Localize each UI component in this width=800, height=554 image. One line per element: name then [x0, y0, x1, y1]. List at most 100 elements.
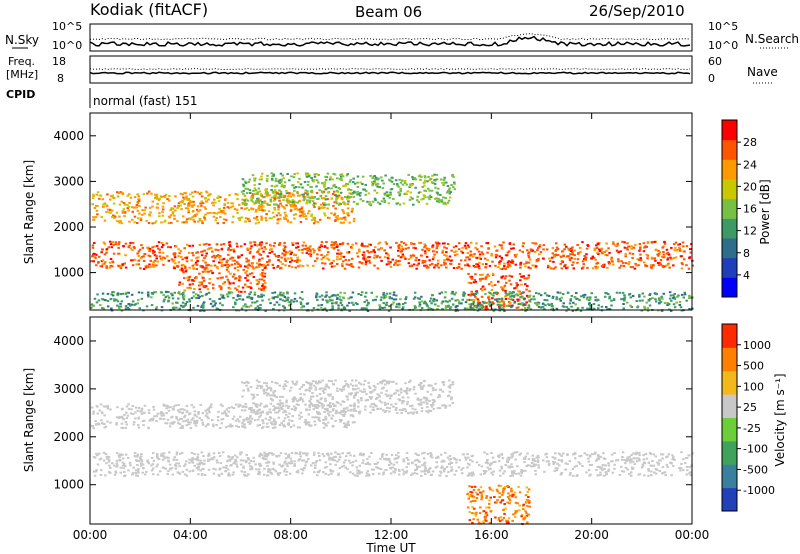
power-cell	[275, 214, 279, 217]
vel-cell	[254, 463, 257, 466]
vel-cell	[186, 410, 189, 413]
vel-cell	[202, 467, 205, 470]
power-cell	[597, 243, 600, 245]
power-cell	[398, 244, 401, 246]
vel-cell	[287, 455, 291, 458]
power-cell	[428, 263, 432, 266]
nsearch-label: N.Search	[745, 32, 799, 46]
power-cell	[166, 246, 170, 249]
power-cell	[139, 267, 142, 270]
power-cell	[251, 262, 254, 264]
power-cell	[537, 302, 540, 305]
power-cell	[125, 291, 128, 294]
vel-cell	[680, 451, 683, 454]
vel-cell	[510, 463, 513, 466]
power-cell	[243, 290, 247, 293]
power-cell	[636, 258, 639, 261]
vel-cell	[429, 452, 432, 455]
vel-cell	[468, 463, 471, 466]
power-cell	[402, 202, 406, 205]
power-cell	[345, 182, 348, 185]
power-cell	[178, 283, 181, 286]
power-cell	[224, 212, 227, 215]
power-cell	[99, 304, 102, 307]
power-cell	[116, 191, 119, 194]
power-cell	[279, 172, 283, 175]
power-cell	[530, 249, 533, 252]
power-cell	[290, 259, 294, 262]
power-cell	[356, 186, 360, 188]
vel-cell	[484, 461, 488, 464]
power-cell	[387, 254, 390, 257]
vel-cell	[174, 467, 178, 470]
power-cell	[298, 259, 301, 262]
vel-cell	[193, 464, 196, 467]
power-cell	[236, 193, 239, 196]
power-cell	[301, 305, 304, 308]
vel-cell	[596, 466, 600, 468]
power-cell	[222, 221, 225, 224]
power-cell	[94, 204, 98, 207]
vel-cell	[504, 464, 507, 466]
power-cell	[527, 256, 531, 259]
power-cell	[375, 191, 379, 194]
power-cell	[404, 247, 408, 250]
power-cell	[338, 243, 342, 246]
power-cell	[164, 296, 168, 298]
power-cell	[253, 241, 257, 244]
power-cell	[206, 248, 210, 251]
power-cell	[248, 252, 252, 255]
power-cell	[336, 298, 339, 300]
vel-cell	[158, 470, 162, 473]
vel-cell	[249, 414, 252, 417]
vel-cell	[220, 472, 224, 475]
vel-cell	[212, 456, 216, 459]
power-cell	[509, 283, 513, 286]
power-cell	[675, 301, 678, 304]
power-cell	[329, 262, 332, 265]
power-cell	[183, 304, 186, 307]
power-cell	[339, 173, 342, 176]
power-cell	[255, 279, 259, 282]
vel-cell	[333, 459, 336, 462]
power-cell	[362, 257, 365, 260]
power-cell	[674, 256, 678, 259]
power-cell	[321, 262, 324, 265]
vel-cell	[353, 454, 356, 457]
power-colorbar-label: Power [dB]	[758, 179, 772, 244]
vel-cell	[187, 413, 191, 416]
power-cell	[268, 204, 272, 206]
vel-cell	[351, 472, 355, 475]
power-cell	[291, 241, 294, 244]
vel-cell	[135, 474, 138, 477]
power-cell	[253, 291, 257, 294]
vel-cell	[471, 460, 474, 463]
power-cell	[260, 278, 264, 281]
power-cell	[226, 201, 230, 204]
power-cell	[346, 304, 349, 307]
vel-cell	[166, 405, 169, 408]
vel-cell	[192, 469, 195, 472]
power-cell	[662, 253, 665, 256]
power-cell	[454, 310, 457, 312]
power-cell	[511, 262, 515, 265]
power-cell	[170, 258, 174, 261]
power-cell	[296, 172, 299, 175]
vel-cell	[169, 422, 172, 425]
vel-cell	[519, 452, 522, 455]
power-cell	[256, 191, 260, 194]
power-cell	[533, 250, 537, 253]
power-cell	[453, 251, 456, 253]
vel-cell	[234, 419, 238, 422]
vel-cell	[670, 474, 673, 477]
power-cell	[498, 244, 502, 247]
power-cell	[391, 303, 394, 306]
vel-cell	[172, 458, 176, 461]
power-cell	[99, 265, 102, 268]
vel-cell	[176, 409, 180, 412]
power-cell	[401, 303, 405, 306]
power-cell	[445, 247, 448, 250]
power-cell	[236, 261, 239, 264]
power-cell	[182, 291, 185, 294]
vel-cell	[247, 418, 251, 421]
